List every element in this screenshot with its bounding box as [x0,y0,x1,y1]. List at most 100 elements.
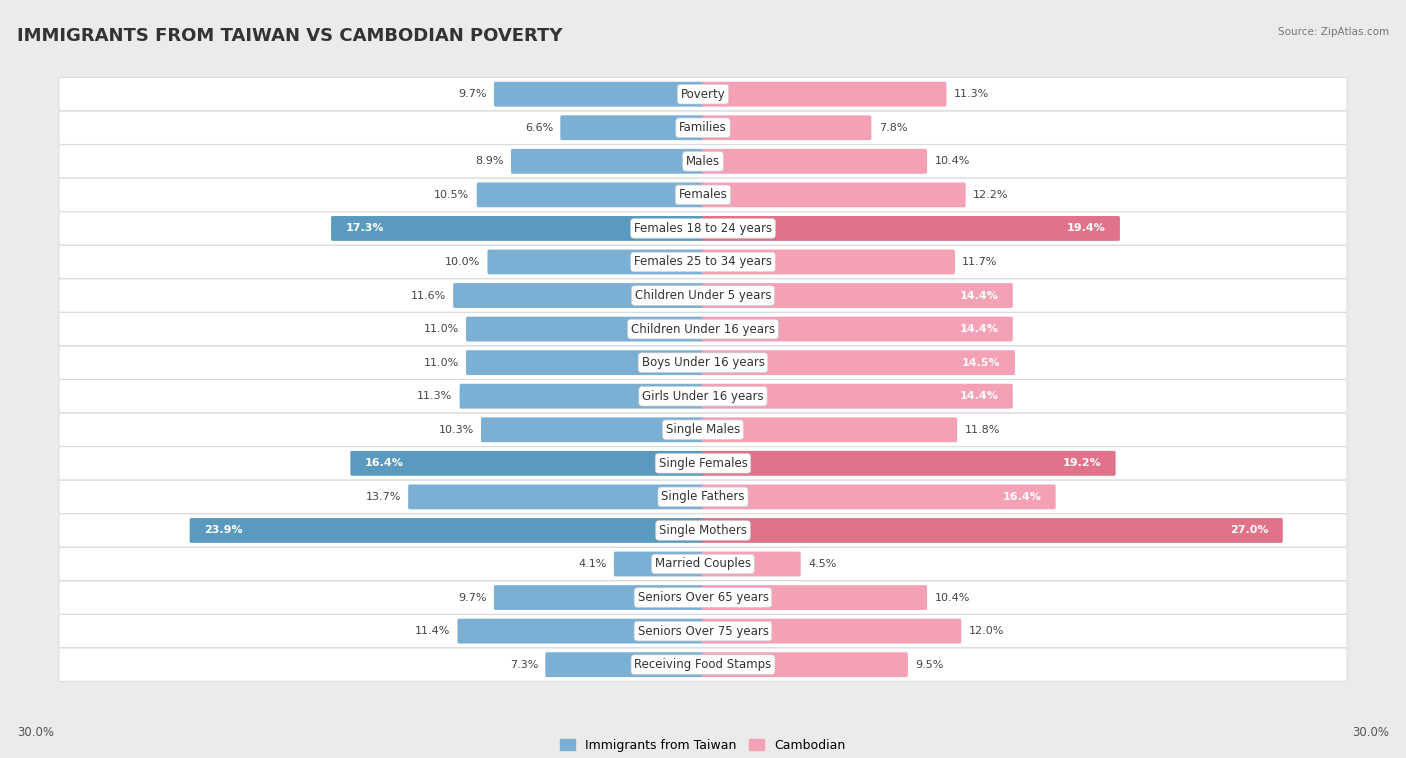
FancyBboxPatch shape [59,145,1347,178]
Text: 12.0%: 12.0% [969,626,1004,636]
Text: 16.4%: 16.4% [1002,492,1042,502]
Text: 14.4%: 14.4% [960,391,998,401]
FancyBboxPatch shape [702,484,1056,509]
FancyBboxPatch shape [702,216,1121,241]
FancyBboxPatch shape [460,384,704,409]
FancyBboxPatch shape [702,317,1012,342]
Text: 11.6%: 11.6% [411,290,446,300]
Text: 7.8%: 7.8% [879,123,907,133]
FancyBboxPatch shape [59,648,1347,681]
FancyBboxPatch shape [59,111,1347,144]
Text: 14.5%: 14.5% [962,358,1001,368]
FancyBboxPatch shape [494,585,704,610]
FancyBboxPatch shape [702,283,1012,308]
FancyBboxPatch shape [59,312,1347,346]
FancyBboxPatch shape [614,552,704,576]
Text: 10.3%: 10.3% [439,424,474,435]
FancyBboxPatch shape [59,481,1347,513]
Text: 10.5%: 10.5% [434,190,470,200]
FancyBboxPatch shape [59,615,1347,648]
FancyBboxPatch shape [59,77,1347,111]
FancyBboxPatch shape [59,380,1347,413]
FancyBboxPatch shape [59,514,1347,547]
Text: Girls Under 16 years: Girls Under 16 years [643,390,763,402]
Text: Receiving Food Stamps: Receiving Food Stamps [634,658,772,671]
FancyBboxPatch shape [702,552,800,576]
FancyBboxPatch shape [561,115,704,140]
Text: Children Under 5 years: Children Under 5 years [634,289,772,302]
Text: Children Under 16 years: Children Under 16 years [631,323,775,336]
Text: 11.8%: 11.8% [965,424,1000,435]
Text: Single Females: Single Females [658,457,748,470]
FancyBboxPatch shape [488,249,704,274]
FancyBboxPatch shape [546,652,704,677]
Text: 13.7%: 13.7% [366,492,401,502]
FancyBboxPatch shape [465,350,704,375]
FancyBboxPatch shape [702,183,966,207]
Text: Single Fathers: Single Fathers [661,490,745,503]
FancyBboxPatch shape [453,283,704,308]
Text: 10.4%: 10.4% [935,156,970,166]
Text: 23.9%: 23.9% [204,525,242,535]
FancyBboxPatch shape [59,413,1347,446]
FancyBboxPatch shape [190,518,704,543]
Text: Source: ZipAtlas.com: Source: ZipAtlas.com [1278,27,1389,36]
Text: 11.7%: 11.7% [962,257,998,267]
Text: 4.1%: 4.1% [578,559,606,569]
Text: Seniors Over 65 years: Seniors Over 65 years [637,591,769,604]
Text: 30.0%: 30.0% [1353,726,1389,739]
FancyBboxPatch shape [702,652,908,677]
FancyBboxPatch shape [702,585,927,610]
Text: 9.5%: 9.5% [915,659,943,669]
FancyBboxPatch shape [59,446,1347,480]
FancyBboxPatch shape [330,216,704,241]
Text: Boys Under 16 years: Boys Under 16 years [641,356,765,369]
FancyBboxPatch shape [702,149,927,174]
FancyBboxPatch shape [702,384,1012,409]
FancyBboxPatch shape [350,451,704,476]
FancyBboxPatch shape [59,178,1347,211]
FancyBboxPatch shape [59,246,1347,279]
Text: 11.3%: 11.3% [953,89,988,99]
Text: Females 18 to 24 years: Females 18 to 24 years [634,222,772,235]
Text: Married Couples: Married Couples [655,557,751,571]
FancyBboxPatch shape [59,211,1347,245]
FancyBboxPatch shape [702,518,1282,543]
Text: 8.9%: 8.9% [475,156,503,166]
Text: Females: Females [679,189,727,202]
FancyBboxPatch shape [465,317,704,342]
Text: Seniors Over 75 years: Seniors Over 75 years [637,625,769,637]
Text: 4.5%: 4.5% [808,559,837,569]
Text: Females 25 to 34 years: Females 25 to 34 years [634,255,772,268]
Text: Single Mothers: Single Mothers [659,524,747,537]
FancyBboxPatch shape [702,249,955,274]
Text: 16.4%: 16.4% [364,459,404,468]
Text: 7.3%: 7.3% [509,659,538,669]
Text: Poverty: Poverty [681,88,725,101]
Text: IMMIGRANTS FROM TAIWAN VS CAMBODIAN POVERTY: IMMIGRANTS FROM TAIWAN VS CAMBODIAN POVE… [17,27,562,45]
FancyBboxPatch shape [702,451,1115,476]
FancyBboxPatch shape [494,82,704,107]
Text: 11.0%: 11.0% [423,358,458,368]
FancyBboxPatch shape [457,619,704,644]
FancyBboxPatch shape [510,149,704,174]
FancyBboxPatch shape [59,581,1347,614]
FancyBboxPatch shape [477,183,704,207]
FancyBboxPatch shape [59,346,1347,379]
FancyBboxPatch shape [59,547,1347,581]
FancyBboxPatch shape [702,350,1015,375]
Text: 6.6%: 6.6% [524,123,553,133]
FancyBboxPatch shape [408,484,704,509]
FancyBboxPatch shape [702,619,962,644]
Text: 19.2%: 19.2% [1063,459,1101,468]
Text: 9.7%: 9.7% [458,593,486,603]
Text: Single Males: Single Males [666,423,740,437]
Text: 11.0%: 11.0% [423,324,458,334]
Text: 12.2%: 12.2% [973,190,1008,200]
Text: 30.0%: 30.0% [17,726,53,739]
Text: 10.0%: 10.0% [444,257,481,267]
FancyBboxPatch shape [59,279,1347,312]
Text: 9.7%: 9.7% [458,89,486,99]
Text: 19.4%: 19.4% [1067,224,1105,233]
Text: 14.4%: 14.4% [960,324,998,334]
